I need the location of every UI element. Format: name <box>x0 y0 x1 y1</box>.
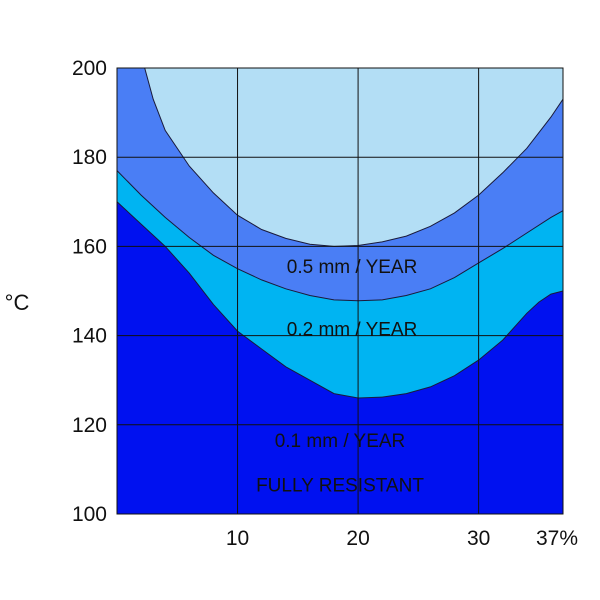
y-tick-label: 120 <box>72 414 107 437</box>
y-tick-label: 140 <box>72 325 107 348</box>
x-tick-labels: 10 20 30 37% <box>226 527 578 550</box>
x-tick-label: 30 <box>467 527 490 550</box>
y-axis-label: °C <box>5 290 30 315</box>
region-label-0-1-mm-year: 0.1 mm / YEAR <box>275 431 406 452</box>
y-tick-label: 180 <box>72 146 107 169</box>
y-tick-label: 160 <box>72 235 107 258</box>
boundary-0-2-mm-year <box>116 170 564 302</box>
y-tick-labels: 100 120 140 160 180 200 <box>72 57 107 526</box>
grid-lines <box>117 68 563 514</box>
x-tick-label: 37% <box>536 527 578 550</box>
x-tick-label: 10 <box>226 527 249 550</box>
region-0-1-mm-year <box>117 201 563 515</box>
region-label-0-5-mm-year: 0.5 mm / YEAR <box>287 257 418 278</box>
y-tick-label: 200 <box>72 57 107 80</box>
plot-frame <box>116 67 564 515</box>
y-tick-label: 100 <box>72 503 107 526</box>
corrosion-regions <box>117 68 563 515</box>
region-labels: 0.5 mm / YEAR 0.2 mm / YEAR 0.1 mm / YEAR F… <box>256 257 424 497</box>
x-tick-label: 20 <box>346 527 369 550</box>
region-label-fully-resistant: FULLY RESISTANT <box>256 476 424 497</box>
region-label-0-2-mm-year: 0.2 mm / YEAR <box>287 320 418 341</box>
